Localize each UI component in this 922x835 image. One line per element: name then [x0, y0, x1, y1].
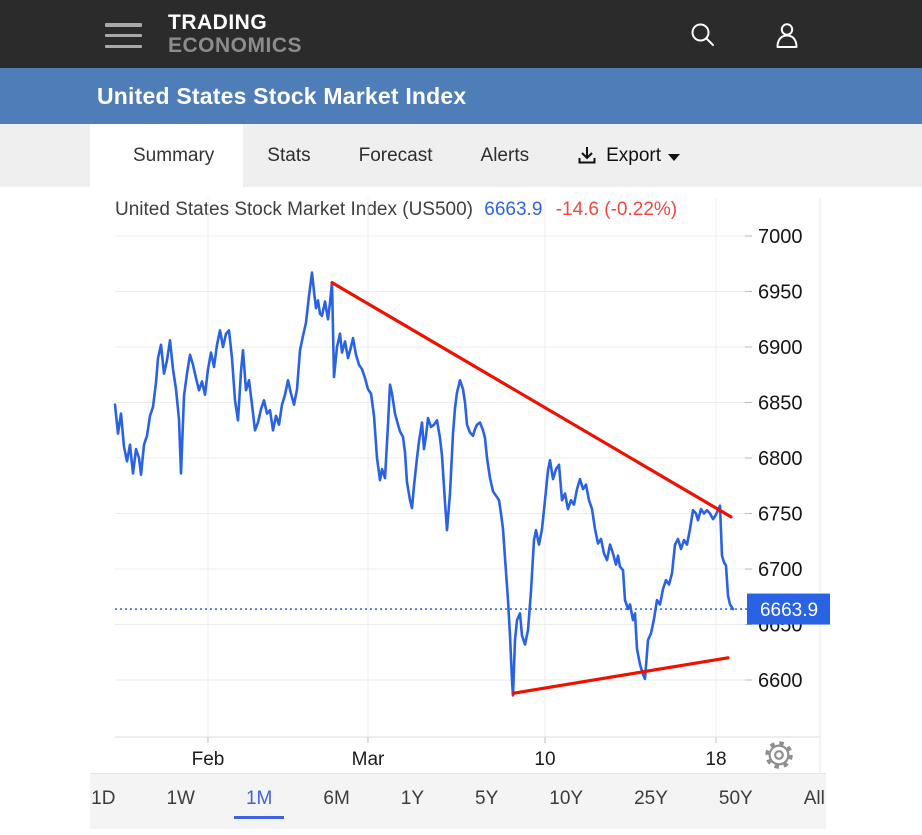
tab-summary[interactable]: Summary	[104, 124, 244, 187]
top-app-bar: TRADING ECONOMICS	[0, 0, 922, 68]
y-axis-label: 6800	[758, 448, 803, 470]
range-1d[interactable]: 1D	[91, 787, 116, 809]
hamburger-icon[interactable]	[105, 23, 142, 48]
y-axis-label: 7000	[758, 226, 803, 248]
current-price-badge-value: 6663.9	[760, 600, 818, 621]
page-title-bar: United States Stock Market Index	[0, 68, 922, 124]
range-selector: 1D 1W 1M 6M 1Y 5Y 10Y 25Y 50Y All	[90, 773, 826, 829]
x-axis-label: Mar	[352, 749, 385, 770]
logo-line1: TRADING	[168, 11, 268, 34]
range-5y[interactable]: 5Y	[475, 787, 499, 809]
range-selector-area: 1D 1W 1M 6M 1Y 5Y 10Y 25Y 50Y All	[0, 773, 922, 835]
tab-stats[interactable]: Stats	[267, 144, 311, 166]
y-axis-label: 6900	[758, 337, 803, 359]
range-1y[interactable]: 1Y	[400, 787, 425, 809]
price-series-line	[113, 271, 735, 697]
x-axis-label: Feb	[192, 749, 225, 770]
trading-economics-logo[interactable]: TRADING ECONOMICS	[168, 11, 302, 57]
export-menu[interactable]: Export	[553, 124, 696, 187]
y-axis-label: 6750	[758, 504, 803, 526]
export-label: Export	[606, 144, 662, 166]
user-icon[interactable]	[772, 20, 802, 50]
y-axis-label: 6600	[758, 670, 803, 692]
search-icon[interactable]	[688, 20, 718, 50]
range-6m[interactable]: 6M	[323, 787, 350, 809]
range-all[interactable]: All	[803, 787, 825, 809]
instrument-name: United States Stock Market Index (US500)	[115, 199, 473, 220]
trendline	[511, 656, 730, 695]
chart-panel: United States Stock Market Index (US500)…	[0, 187, 922, 773]
tab-alerts[interactable]: Alerts	[480, 144, 530, 166]
x-axis-label: 18	[705, 749, 726, 770]
y-axis-label: 6850	[758, 393, 803, 415]
chart-header: United States Stock Market Index (US500)…	[115, 199, 677, 221]
range-10y[interactable]: 10Y	[549, 787, 584, 809]
trendline	[330, 281, 733, 519]
page-title: United States Stock Market Index	[97, 82, 467, 109]
range-1w[interactable]: 1W	[166, 787, 195, 809]
range-50y[interactable]: 50Y	[718, 787, 753, 809]
price-change: -14.6 (-0.22%)	[555, 199, 678, 220]
download-icon	[578, 146, 596, 163]
settings-gear-icon[interactable]	[763, 739, 795, 771]
range-25y[interactable]: 25Y	[634, 787, 668, 809]
y-axis-label: 6950	[758, 282, 803, 304]
x-axis-label: 10	[534, 749, 555, 770]
range-1m[interactable]: 1M	[233, 785, 285, 819]
tab-bar: Summary Stats Forecast Alerts Export	[0, 124, 922, 187]
caret-down-icon	[668, 153, 681, 161]
tab-forecast[interactable]: Forecast	[358, 144, 433, 166]
y-axis-label: 6700	[758, 559, 803, 581]
current-price-badge	[747, 593, 830, 625]
logo-line2: ECONOMICS	[168, 34, 303, 57]
tab-bar-underlay	[90, 124, 104, 187]
last-price: 6663.9	[484, 199, 543, 220]
